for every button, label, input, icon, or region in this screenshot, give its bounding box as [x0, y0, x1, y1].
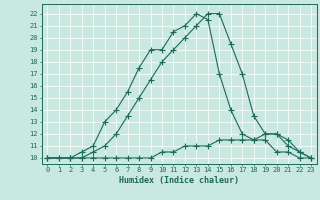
- X-axis label: Humidex (Indice chaleur): Humidex (Indice chaleur): [119, 176, 239, 185]
